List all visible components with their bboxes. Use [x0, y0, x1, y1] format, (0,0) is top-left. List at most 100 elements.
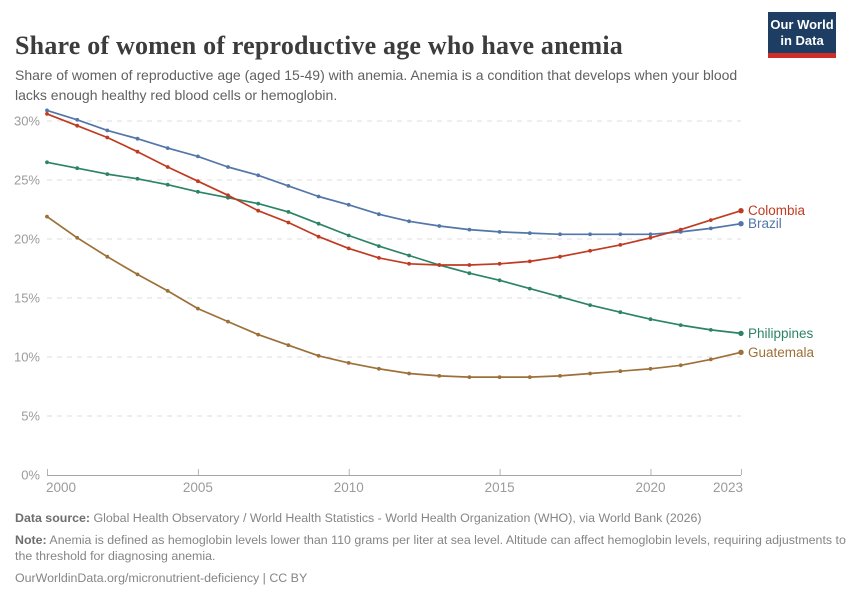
data-point[interactable] [497, 375, 502, 379]
data-point[interactable] [708, 218, 713, 222]
data-point[interactable] [226, 319, 230, 324]
series-line-brazil[interactable] [46, 109, 742, 236]
data-point[interactable] [648, 366, 653, 371]
data-point[interactable] [618, 232, 623, 237]
series-label-philippines[interactable]: Philippines [748, 326, 814, 341]
series-line-colombia[interactable] [46, 113, 742, 266]
data-point[interactable] [346, 361, 351, 365]
data-point[interactable] [527, 231, 532, 236]
data-point[interactable] [527, 286, 532, 291]
data-point[interactable] [105, 172, 110, 176]
data-point[interactable] [135, 176, 140, 181]
data-point[interactable] [648, 317, 653, 322]
data-point[interactable] [738, 330, 744, 337]
data-point[interactable] [165, 182, 170, 187]
data-point[interactable] [346, 246, 351, 251]
data-point[interactable] [588, 371, 592, 376]
data-point[interactable] [165, 146, 170, 150]
data-point[interactable] [437, 263, 442, 267]
data-point[interactable] [497, 278, 502, 283]
data-point[interactable] [558, 294, 562, 299]
data-point[interactable] [588, 232, 592, 237]
data-point[interactable] [377, 256, 381, 260]
data-point[interactable] [678, 323, 683, 327]
data-point[interactable] [407, 219, 411, 224]
line-chart[interactable]: 0%5%10%15%20%25%30%2000 2005 2010 2015 2020 2… [0, 100, 850, 505]
data-point[interactable] [377, 366, 381, 371]
data-point[interactable] [346, 233, 351, 238]
data-point[interactable] [708, 357, 713, 362]
data-point[interactable] [738, 221, 744, 227]
data-point[interactable] [678, 363, 683, 368]
data-point[interactable] [738, 208, 744, 214]
data-point[interactable] [256, 332, 261, 337]
series-brazil[interactable]: Brazil [45, 108, 782, 237]
data-point[interactable] [105, 254, 110, 259]
data-point[interactable] [105, 128, 110, 133]
data-point[interactable] [45, 108, 49, 113]
data-point[interactable] [75, 123, 80, 128]
data-point[interactable] [497, 261, 502, 266]
data-point[interactable] [196, 154, 200, 159]
data-point[interactable] [588, 303, 592, 307]
data-point[interactable] [558, 232, 562, 237]
data-point[interactable] [588, 248, 592, 253]
series-label-brazil[interactable]: Brazil [748, 216, 782, 231]
data-point[interactable] [165, 289, 170, 293]
data-point[interactable] [527, 259, 532, 264]
owid-logo[interactable]: Our World in Data [768, 12, 836, 58]
data-point[interactable] [467, 263, 472, 267]
data-point[interactable] [527, 375, 532, 379]
data-point[interactable] [467, 227, 472, 232]
data-point[interactable] [648, 232, 653, 237]
data-point[interactable] [648, 235, 653, 240]
data-point[interactable] [377, 212, 381, 217]
data-point[interactable] [135, 149, 140, 154]
data-point[interactable] [618, 243, 623, 247]
data-point[interactable] [708, 328, 713, 332]
series-philippines[interactable]: Philippines [45, 160, 814, 341]
series-label-colombia[interactable]: Colombia [748, 203, 806, 218]
data-point[interactable] [286, 210, 291, 214]
data-point[interactable] [75, 117, 80, 122]
data-point[interactable] [346, 202, 351, 207]
data-point[interactable] [45, 112, 49, 116]
data-point[interactable] [316, 194, 321, 199]
data-point[interactable] [226, 165, 230, 169]
data-point[interactable] [618, 369, 623, 374]
data-point[interactable] [316, 221, 321, 226]
data-point[interactable] [196, 189, 200, 194]
data-point[interactable] [286, 184, 291, 188]
series-colombia[interactable]: Colombia [45, 112, 806, 267]
data-point[interactable] [226, 193, 230, 198]
data-point[interactable] [135, 136, 140, 141]
data-point[interactable] [558, 374, 562, 378]
data-point[interactable] [618, 310, 623, 315]
series-label-guatemala[interactable]: Guatemala [748, 345, 815, 360]
data-point[interactable] [407, 371, 411, 376]
data-point[interactable] [256, 201, 261, 206]
series-line-guatemala[interactable] [46, 215, 742, 378]
data-point[interactable] [135, 272, 140, 277]
data-point[interactable] [678, 227, 683, 232]
data-point[interactable] [558, 254, 562, 259]
data-point[interactable] [165, 165, 170, 169]
data-point[interactable] [196, 306, 200, 311]
data-point[interactable] [105, 135, 110, 140]
data-point[interactable] [196, 179, 200, 184]
data-point[interactable] [256, 208, 261, 213]
data-point[interactable] [256, 173, 261, 178]
data-point[interactable] [377, 244, 381, 249]
data-point[interactable] [437, 224, 442, 228]
data-point[interactable] [45, 160, 49, 165]
data-point[interactable] [45, 214, 49, 219]
data-point[interactable] [467, 271, 472, 276]
data-point[interactable] [286, 343, 291, 348]
data-point[interactable] [407, 253, 411, 258]
data-point[interactable] [407, 261, 411, 266]
data-point[interactable] [75, 166, 80, 171]
series-guatemala[interactable]: Guatemala [45, 214, 815, 379]
data-point[interactable] [708, 226, 713, 231]
data-point[interactable] [437, 374, 442, 378]
data-point[interactable] [497, 230, 502, 234]
